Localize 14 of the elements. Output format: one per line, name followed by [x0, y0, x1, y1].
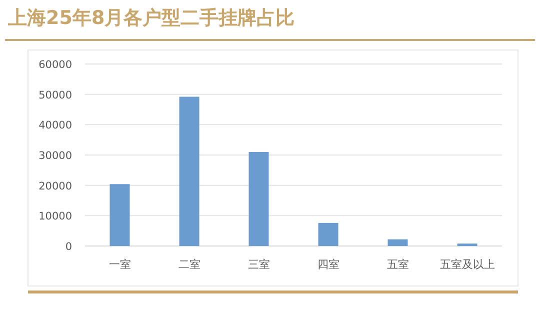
- chart-title: 上海25年8月各户型二手挂牌占比: [7, 7, 295, 29]
- x-tick-label: 五室及以上: [440, 258, 495, 271]
- x-tick-label: 二室: [178, 258, 200, 271]
- y-tick-label: 50000: [38, 89, 72, 102]
- y-tick-label: 30000: [38, 150, 72, 162]
- x-tick-label: 一室: [108, 258, 131, 271]
- x-tick-label: 五室: [386, 258, 409, 271]
- y-tick-label: 60000: [38, 59, 72, 71]
- y-tick-label: 0: [65, 241, 72, 253]
- y-tick-label: 20000: [38, 180, 72, 192]
- y-tick-label: 40000: [38, 120, 72, 132]
- x-tick-label: 四室: [317, 258, 340, 271]
- y-tick-label: 10000: [38, 210, 72, 223]
- x-tick-label: 三室: [248, 258, 270, 271]
